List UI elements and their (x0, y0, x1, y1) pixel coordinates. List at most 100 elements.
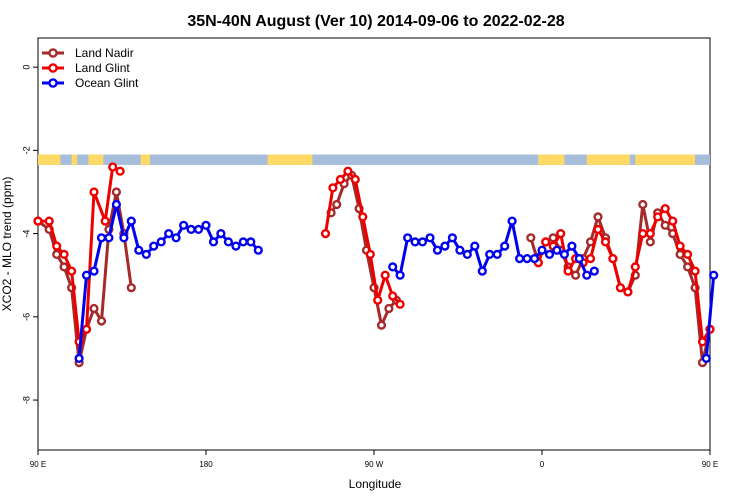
x-tick-label: 180 (199, 460, 213, 469)
data-point-land-glint (66, 266, 77, 276)
legend-label: Ocean Glint (75, 76, 139, 90)
data-point-land-nadir (593, 212, 603, 222)
series-layer (33, 162, 719, 368)
data-point-land-nadir (52, 249, 62, 260)
data-point-land-nadir (89, 303, 99, 314)
data-point-ocean-glint (709, 270, 719, 280)
series-line-land-glint (536, 207, 712, 344)
data-point-land-glint (690, 266, 700, 276)
data-point-ocean-glint (485, 249, 495, 260)
data-point-ocean-glint (432, 245, 443, 255)
land-ocean-band (38, 154, 710, 165)
data-point-ocean-glint (201, 220, 211, 230)
data-point-land-glint (59, 249, 69, 260)
data-point-land-glint (320, 229, 331, 239)
series-ocean-glint (74, 199, 719, 364)
x-tick-label: 0 (540, 460, 545, 469)
data-point-ocean-glint (149, 241, 159, 251)
data-point-land-nadir (682, 262, 693, 272)
data-point-ocean-glint (164, 229, 174, 239)
data-point-ocean-glint (492, 249, 502, 260)
series-line-ocean-glint (704, 275, 716, 359)
data-point-land-nadir (96, 316, 107, 326)
data-point-ocean-glint (574, 254, 584, 264)
data-point-ocean-glint (500, 241, 510, 251)
land-band-segment (71, 154, 78, 165)
data-point-land-glint (593, 224, 603, 235)
data-point-land-glint (682, 249, 693, 260)
data-point-land-nadir (660, 220, 670, 230)
data-point-ocean-glint (582, 270, 592, 280)
data-point-ocean-glint (186, 224, 196, 235)
data-point-land-glint (395, 299, 405, 309)
data-point-ocean-glint (529, 254, 540, 264)
data-point-ocean-glint (126, 216, 136, 226)
data-point-land-glint (350, 174, 360, 185)
data-point-land-glint (697, 337, 708, 347)
data-point-land-glint (358, 212, 368, 222)
data-point-ocean-glint (514, 254, 525, 264)
data-point-ocean-glint (134, 245, 144, 255)
data-point-land-glint (81, 324, 92, 334)
data-point-ocean-glint (388, 262, 398, 272)
x-axis-label: Longitude (349, 477, 402, 491)
data-point-ocean-glint (440, 241, 450, 251)
data-point-land-nadir (570, 270, 581, 280)
land-band-segment (38, 154, 61, 165)
data-point-ocean-glint (216, 229, 226, 239)
legend-label: Land Glint (75, 61, 130, 75)
data-point-land-glint (335, 174, 346, 185)
land-band-segment (267, 154, 313, 165)
x-tick-label: 90 W (365, 460, 384, 469)
data-point-land-nadir (645, 237, 655, 247)
data-point-land-glint (541, 237, 551, 247)
data-point-ocean-glint (395, 270, 405, 280)
land-band-segment (586, 154, 630, 165)
data-point-ocean-glint (179, 220, 189, 230)
data-point-land-nadir (675, 249, 685, 260)
data-point-land-glint (608, 254, 618, 264)
data-point-ocean-glint (559, 249, 570, 260)
data-point-ocean-glint (544, 249, 555, 260)
data-point-land-glint (630, 262, 640, 272)
legend-item-land-nadir: Land Nadir (42, 46, 134, 60)
data-point-ocean-glint (522, 254, 532, 264)
data-point-land-glint (89, 187, 99, 197)
data-point-ocean-glint (552, 245, 562, 255)
data-point-ocean-glint (567, 241, 577, 251)
data-point-land-glint (563, 266, 573, 276)
data-point-ocean-glint (156, 237, 166, 247)
data-point-land-glint (585, 254, 596, 264)
data-point-land-glint (388, 291, 398, 301)
data-point-ocean-glint (231, 241, 241, 251)
data-point-land-glint (615, 283, 626, 293)
land-band-segment (538, 154, 565, 165)
data-point-land-nadir (332, 199, 342, 210)
data-point-ocean-glint (171, 233, 181, 243)
data-point-ocean-glint (238, 237, 248, 247)
data-point-ocean-glint (89, 266, 99, 276)
data-point-ocean-glint (208, 237, 219, 247)
chart-title: 35N-40N August (Ver 10) 2014-09-06 to 20… (187, 13, 564, 30)
land-band-segment (140, 154, 150, 165)
x-tick-label: 90 E (702, 460, 718, 469)
data-point-ocean-glint (589, 266, 599, 276)
data-point-land-glint (328, 183, 338, 193)
legend-item-ocean-glint: Ocean Glint (42, 76, 139, 90)
data-point-ocean-glint (223, 237, 234, 247)
data-point-land-glint (380, 270, 390, 280)
data-point-ocean-glint (246, 237, 256, 247)
y-tick-label: -4 (21, 230, 31, 238)
data-point-ocean-glint (410, 237, 420, 247)
data-point-ocean-glint (253, 245, 263, 255)
data-point-land-glint (623, 287, 633, 297)
data-point-land-glint (675, 241, 685, 251)
data-point-ocean-glint (462, 249, 472, 260)
data-point-land-glint (52, 241, 62, 251)
data-point-land-glint (115, 166, 125, 176)
y-tick-label: -6 (21, 313, 31, 321)
data-point-land-nadir (384, 303, 394, 314)
legend-marker (48, 63, 58, 73)
